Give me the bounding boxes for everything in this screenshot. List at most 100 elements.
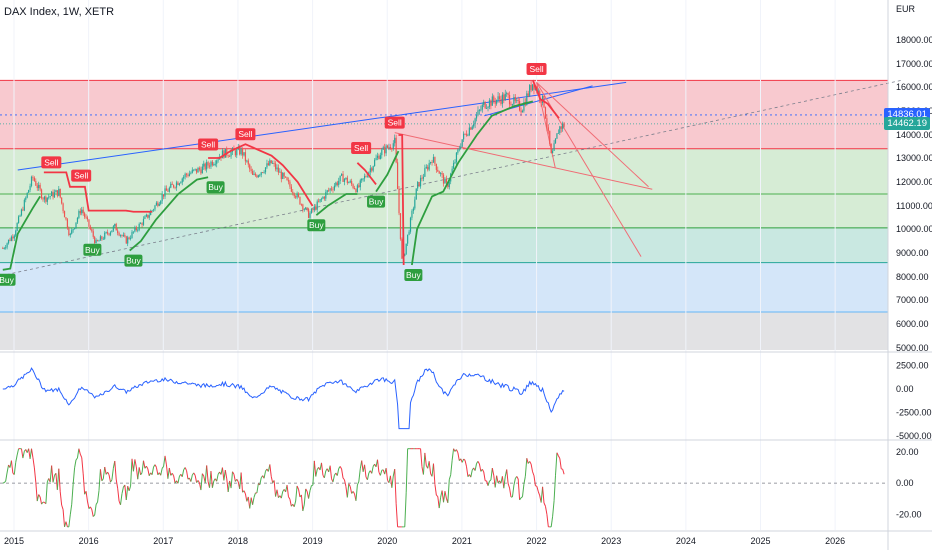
candle-body	[272, 163, 274, 164]
momentum-segment	[33, 467, 37, 483]
momentum-segment	[385, 468, 389, 481]
candle-body	[345, 177, 347, 180]
time-tick: 2024	[676, 536, 696, 546]
candle-body	[16, 223, 18, 231]
candle-body	[319, 199, 321, 202]
osc-tick: -5000.00	[896, 431, 932, 441]
candle-body	[484, 101, 486, 109]
momentum-segment	[41, 501, 44, 505]
candle-body	[447, 182, 449, 188]
price-tick: 13000.00	[896, 153, 932, 163]
candle-body	[262, 172, 264, 174]
momentum-segment	[223, 470, 226, 481]
candle-body	[455, 152, 458, 163]
candle-body	[438, 171, 440, 174]
momentum-segment	[236, 479, 239, 482]
momentum-segment	[45, 481, 48, 504]
trailing-stop-line	[2, 79, 560, 271]
candle-body	[223, 150, 225, 158]
candle-body	[340, 173, 343, 176]
candle-body	[366, 176, 369, 178]
price-tick: 18000.00	[896, 35, 932, 45]
momentum-segment	[76, 448, 80, 459]
candle-body	[552, 150, 554, 154]
candle-body	[89, 226, 91, 230]
momentum-segment	[356, 481, 360, 486]
candle-body	[414, 199, 416, 209]
momentum-segment	[95, 501, 98, 505]
candle-body	[313, 206, 315, 211]
candle-body	[2, 248, 4, 249]
candle-body	[440, 173, 442, 174]
momentum-segment	[336, 468, 340, 476]
momentum-segment	[72, 467, 76, 485]
candle-body	[229, 156, 231, 158]
candle-body	[20, 209, 23, 216]
candle-body	[418, 181, 420, 187]
momentum-segment	[200, 473, 203, 491]
momentum-segment	[530, 463, 534, 472]
candle-body	[96, 240, 99, 241]
momentum-segment	[5, 472, 8, 482]
momentum-segment	[193, 472, 196, 476]
candle-body	[435, 163, 437, 170]
momentum-segment	[448, 474, 452, 480]
candle-body	[102, 238, 104, 240]
price-tick: 10000.00	[896, 224, 932, 234]
candle-body	[422, 176, 425, 179]
momentum-segment	[303, 488, 307, 505]
candle-body	[112, 226, 114, 231]
candle-body	[485, 108, 488, 109]
candle-body	[62, 203, 64, 212]
momentum-segment	[348, 483, 351, 487]
candle-body	[553, 143, 555, 151]
momentum-segment	[394, 469, 397, 504]
candle-body	[55, 190, 57, 193]
candle-body	[187, 174, 189, 177]
candle-body	[389, 147, 392, 149]
candle-body	[125, 236, 127, 244]
candle-body	[550, 143, 552, 154]
price-tick: 12000.00	[896, 177, 932, 187]
candle-body	[444, 178, 446, 184]
momentum-segment	[233, 474, 236, 482]
mom-tick: 0.00	[896, 478, 914, 488]
candle-body	[104, 232, 106, 239]
candle-body	[273, 163, 275, 164]
momentum-segment	[321, 462, 324, 476]
candle-body	[154, 205, 156, 210]
signal-markers: Sell Sell Sell Sell Sell Sell Sell Buy Buy Buy Buy…	[0, 62, 547, 286]
candle-body	[346, 177, 348, 183]
candle-body	[162, 194, 165, 197]
momentum-segment	[517, 478, 521, 500]
momentum-segment	[69, 504, 73, 515]
candle-body	[560, 126, 562, 129]
candle-body	[69, 233, 71, 236]
candle-body	[305, 207, 307, 210]
momentum-segment	[404, 492, 407, 527]
candle-body	[369, 168, 371, 173]
candle-body	[277, 167, 280, 173]
candle-body	[325, 192, 327, 199]
price-tick: 16000.00	[896, 82, 932, 92]
momentum-segment	[210, 470, 213, 488]
candle-body	[243, 152, 245, 156]
candle-body	[549, 130, 551, 144]
price-tick: 17000.00	[896, 59, 932, 69]
momentum-segment	[556, 452, 559, 456]
candle-body	[302, 204, 304, 210]
candle-body	[214, 163, 216, 165]
candle-body	[135, 227, 137, 231]
candle-body	[180, 182, 182, 184]
candle-body	[257, 175, 259, 178]
candle-body	[198, 168, 201, 170]
momentum-segment	[550, 516, 554, 527]
momentum-segment	[3, 480, 7, 484]
momentum-segment	[520, 496, 523, 499]
time-tick: 2021	[452, 536, 472, 546]
momentum-segment	[91, 509, 94, 517]
candle-body	[266, 163, 268, 168]
candle-body	[200, 169, 202, 174]
momentum-segment	[142, 460, 146, 469]
